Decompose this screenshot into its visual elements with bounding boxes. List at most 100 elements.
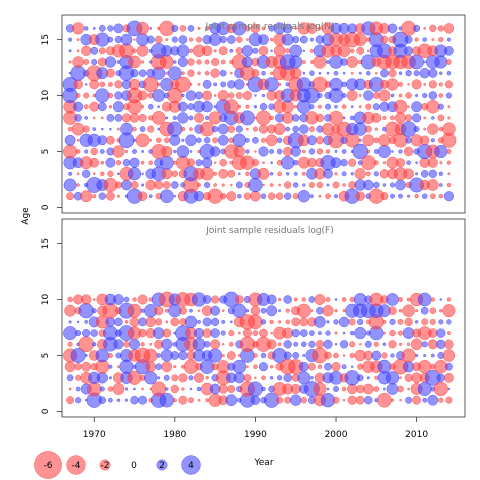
residual-bubble: [355, 191, 365, 201]
residual-bubble: [202, 157, 213, 168]
residual-bubble: [82, 169, 91, 178]
residual-bubble: [177, 101, 188, 112]
residual-bubble: [256, 110, 271, 126]
residual-bubble: [340, 340, 349, 349]
residual-bubble: [204, 26, 210, 31]
residual-bubble: [145, 316, 156, 328]
residual-bubble: [283, 373, 292, 382]
residual-bubble: [161, 338, 173, 350]
residual-bubble: [371, 113, 382, 123]
residual-bubble: [243, 192, 252, 200]
residual-bubble: [364, 340, 372, 348]
residual-bubble: [237, 331, 241, 335]
residual-bubble: [132, 126, 137, 132]
residual-bubble: [415, 161, 418, 164]
residual-bubble: [246, 38, 249, 41]
residual-bubble: [120, 33, 133, 46]
residual-bubble: [90, 147, 98, 156]
residual-bubble: [283, 23, 293, 34]
residual-bubble: [360, 155, 376, 171]
residual-bubble: [358, 105, 362, 109]
residual-bubble: [309, 70, 315, 76]
residual-bubble: [290, 384, 301, 395]
residual-bubble: [128, 78, 140, 90]
residual-bubble: [141, 172, 144, 176]
residual-bubble: [162, 328, 172, 338]
residual-bubble: [278, 309, 281, 313]
x-axis: 1970 1980 1990 2000 2010: [83, 417, 428, 440]
residual-bubble: [309, 330, 315, 336]
residual-bubble: [73, 101, 84, 112]
residual-bubble: [398, 149, 403, 154]
residual-bubble: [348, 158, 357, 167]
residual-bubble: [446, 160, 451, 165]
residual-bubble: [82, 329, 91, 338]
residual-bubble: [250, 190, 261, 202]
residual-bubble: [187, 58, 195, 66]
residual-bubble: [364, 125, 372, 133]
residual-bubble: [138, 317, 147, 327]
residual-bubble: [259, 124, 269, 134]
residual-bubble: [403, 168, 414, 180]
residual-bubble: [438, 319, 444, 325]
residual-bubble: [417, 292, 432, 307]
residual-bubble: [420, 135, 430, 146]
residual-bubble: [108, 376, 112, 380]
residual-bubble: [397, 385, 404, 393]
residual-bubble: [112, 145, 125, 158]
residual-bubble: [393, 99, 408, 114]
residual-bubble: [404, 35, 413, 44]
residual-bubble: [334, 194, 339, 199]
residual-bubble: [140, 342, 145, 347]
residual-bubble: [226, 35, 236, 44]
residual-bubble: [386, 78, 399, 91]
residual-bubble: [114, 181, 122, 189]
residual-bubble: [284, 396, 292, 404]
residual-bubble: [439, 298, 442, 301]
residual-bubble: [142, 76, 159, 93]
residual-bubble: [181, 71, 185, 75]
residual-bubble: [211, 58, 220, 67]
residual-bubble: [78, 303, 94, 319]
residual-bubble: [181, 93, 185, 98]
residual-bubble: [178, 351, 188, 361]
residual-bubble: [159, 189, 174, 203]
residual-bubble: [363, 179, 374, 191]
residual-bubble: [241, 45, 254, 57]
residual-bubble: [232, 133, 247, 148]
residual-bubble: [173, 365, 177, 369]
residual-bubble: [366, 49, 370, 53]
residual-bubble: [262, 183, 265, 187]
residual-bubble: [213, 82, 218, 87]
residual-bubble: [171, 374, 179, 382]
x-tick-label: 1980: [163, 430, 186, 440]
residual-bubble: [149, 342, 153, 346]
residual-bubble: [132, 138, 137, 142]
residual-bubble: [347, 383, 358, 395]
residual-bubble: [427, 339, 438, 350]
residual-bubble: [444, 80, 453, 89]
residual-bubble: [210, 305, 221, 316]
residual-bubble: [122, 158, 131, 167]
residual-bubble: [354, 168, 366, 180]
residual-bubble: [185, 134, 197, 147]
residual-bubble: [170, 317, 180, 327]
residual-bubble: [171, 181, 179, 189]
residual-bubble: [382, 161, 386, 165]
residual-bubble: [117, 127, 120, 131]
residual-bubble: [446, 70, 452, 76]
residual-bubble: [358, 94, 362, 97]
residual-bubble: [195, 159, 203, 167]
residual-bubble: [334, 104, 338, 109]
residual-bubble: [221, 309, 225, 313]
residual-bubble: [63, 178, 77, 192]
residual-bubble: [202, 317, 212, 327]
residual-bubble: [196, 36, 202, 43]
residual-bubble: [363, 90, 374, 101]
residual-bubble: [124, 149, 129, 154]
residual-bubble: [395, 112, 407, 124]
residual-bubble: [156, 353, 161, 358]
residual-bubble: [276, 148, 283, 155]
residual-bubble: [364, 396, 373, 405]
residual-bubble: [309, 37, 314, 42]
